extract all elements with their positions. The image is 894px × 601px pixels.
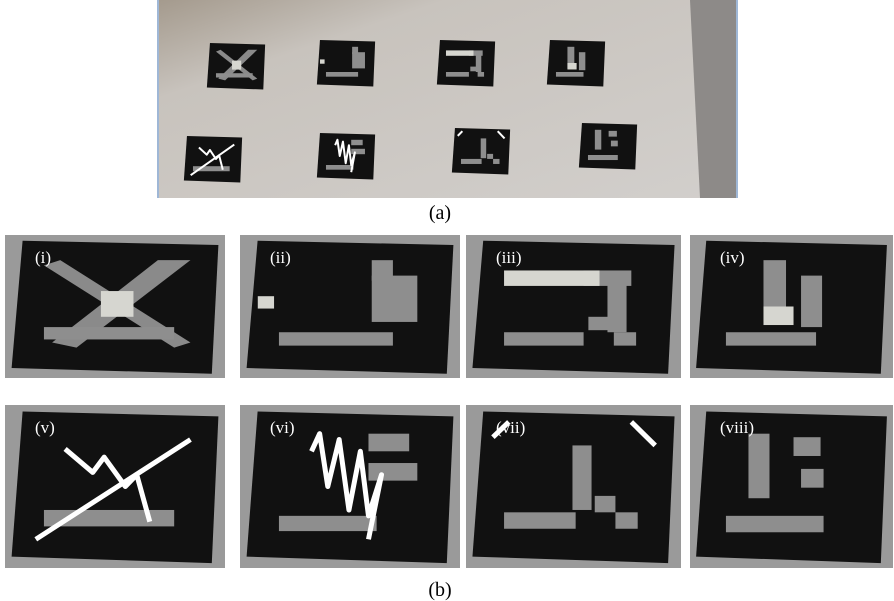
marker-cell bbox=[215, 73, 253, 78]
occluder-stroke bbox=[34, 437, 192, 542]
occluder-stroke bbox=[190, 143, 235, 177]
occluder-stroke bbox=[496, 130, 506, 140]
photo-border bbox=[736, 0, 738, 198]
marker-cell bbox=[325, 165, 354, 170]
marker-cell bbox=[475, 52, 482, 72]
occluder-stroke bbox=[491, 420, 511, 440]
marker-cell bbox=[192, 166, 230, 172]
marker-cell bbox=[725, 515, 824, 533]
marker-cell bbox=[351, 139, 363, 146]
marker-cell bbox=[445, 72, 469, 77]
occluder-stroke bbox=[198, 146, 224, 171]
marker-cell bbox=[352, 52, 365, 69]
marker-cell bbox=[368, 433, 410, 452]
marker-cell bbox=[607, 275, 627, 333]
marker-cell bbox=[504, 512, 576, 529]
photo-a bbox=[157, 0, 738, 198]
marker-cell bbox=[725, 332, 817, 346]
photo-border bbox=[157, 0, 159, 198]
marker-label: (i) bbox=[35, 248, 51, 267]
occluder bbox=[567, 63, 577, 70]
marker-cell bbox=[610, 140, 618, 147]
marker-border bbox=[578, 123, 638, 170]
marker-cell bbox=[572, 445, 592, 510]
caption-a: (a) bbox=[429, 202, 451, 224]
marker-cell bbox=[801, 468, 824, 488]
photo-b: (i) (ii) (iii) (iv) (v) (vi) (vii) (viii) bbox=[5, 235, 893, 568]
occluder bbox=[763, 306, 794, 326]
marker-cell bbox=[504, 332, 584, 346]
marker-cell bbox=[480, 138, 487, 159]
occluder-stroke bbox=[334, 138, 356, 173]
marker-label: (ii) bbox=[270, 248, 291, 267]
marker-cell bbox=[615, 512, 638, 529]
marker-label: (v) bbox=[35, 418, 55, 437]
marker-cell bbox=[460, 158, 482, 164]
marker-cell bbox=[325, 72, 359, 77]
marker-cell bbox=[793, 437, 821, 456]
marker-cell bbox=[493, 158, 500, 164]
marker-cell bbox=[588, 316, 611, 331]
occluder-stroke bbox=[629, 420, 657, 448]
marker-cell bbox=[567, 46, 575, 69]
marker-cell bbox=[578, 52, 586, 71]
marker-cell bbox=[587, 155, 618, 161]
marker-cell bbox=[748, 433, 770, 499]
marker-label: (iv) bbox=[720, 248, 745, 267]
occluder-stroke bbox=[309, 431, 385, 540]
photo-edge bbox=[690, 0, 738, 198]
marker-cell bbox=[477, 72, 485, 77]
marker-cell bbox=[613, 332, 637, 346]
marker-border bbox=[436, 40, 496, 87]
occluder bbox=[257, 296, 275, 309]
occluder-stroke bbox=[457, 130, 464, 137]
marker-cell bbox=[594, 129, 602, 150]
photo-background bbox=[157, 0, 738, 198]
marker-cell bbox=[43, 327, 175, 340]
marker-cell bbox=[594, 495, 616, 513]
marker-cell bbox=[352, 46, 359, 54]
marker-label: (iii) bbox=[496, 248, 522, 267]
occluder bbox=[320, 59, 325, 64]
marker-cell bbox=[351, 148, 365, 155]
marker-cell bbox=[278, 332, 393, 346]
marker-cell bbox=[368, 463, 418, 481]
occluder-stroke bbox=[63, 447, 153, 523]
marker-cell bbox=[371, 275, 418, 322]
marker-cell bbox=[470, 66, 477, 72]
marker-cell bbox=[608, 130, 617, 137]
caption-b: (b) bbox=[428, 579, 451, 601]
marker-cell bbox=[555, 72, 584, 77]
occluder bbox=[100, 291, 134, 317]
marker-border bbox=[316, 40, 376, 87]
marker-cell bbox=[487, 153, 494, 159]
marker-label: (vi) bbox=[270, 418, 295, 437]
marker-cell bbox=[801, 275, 823, 328]
occluder bbox=[504, 270, 600, 286]
occluder bbox=[232, 60, 242, 70]
marker-label: (vii) bbox=[496, 418, 525, 437]
occluder bbox=[445, 50, 474, 56]
marker-label: (viii) bbox=[720, 418, 754, 437]
marker-cell bbox=[278, 515, 377, 532]
